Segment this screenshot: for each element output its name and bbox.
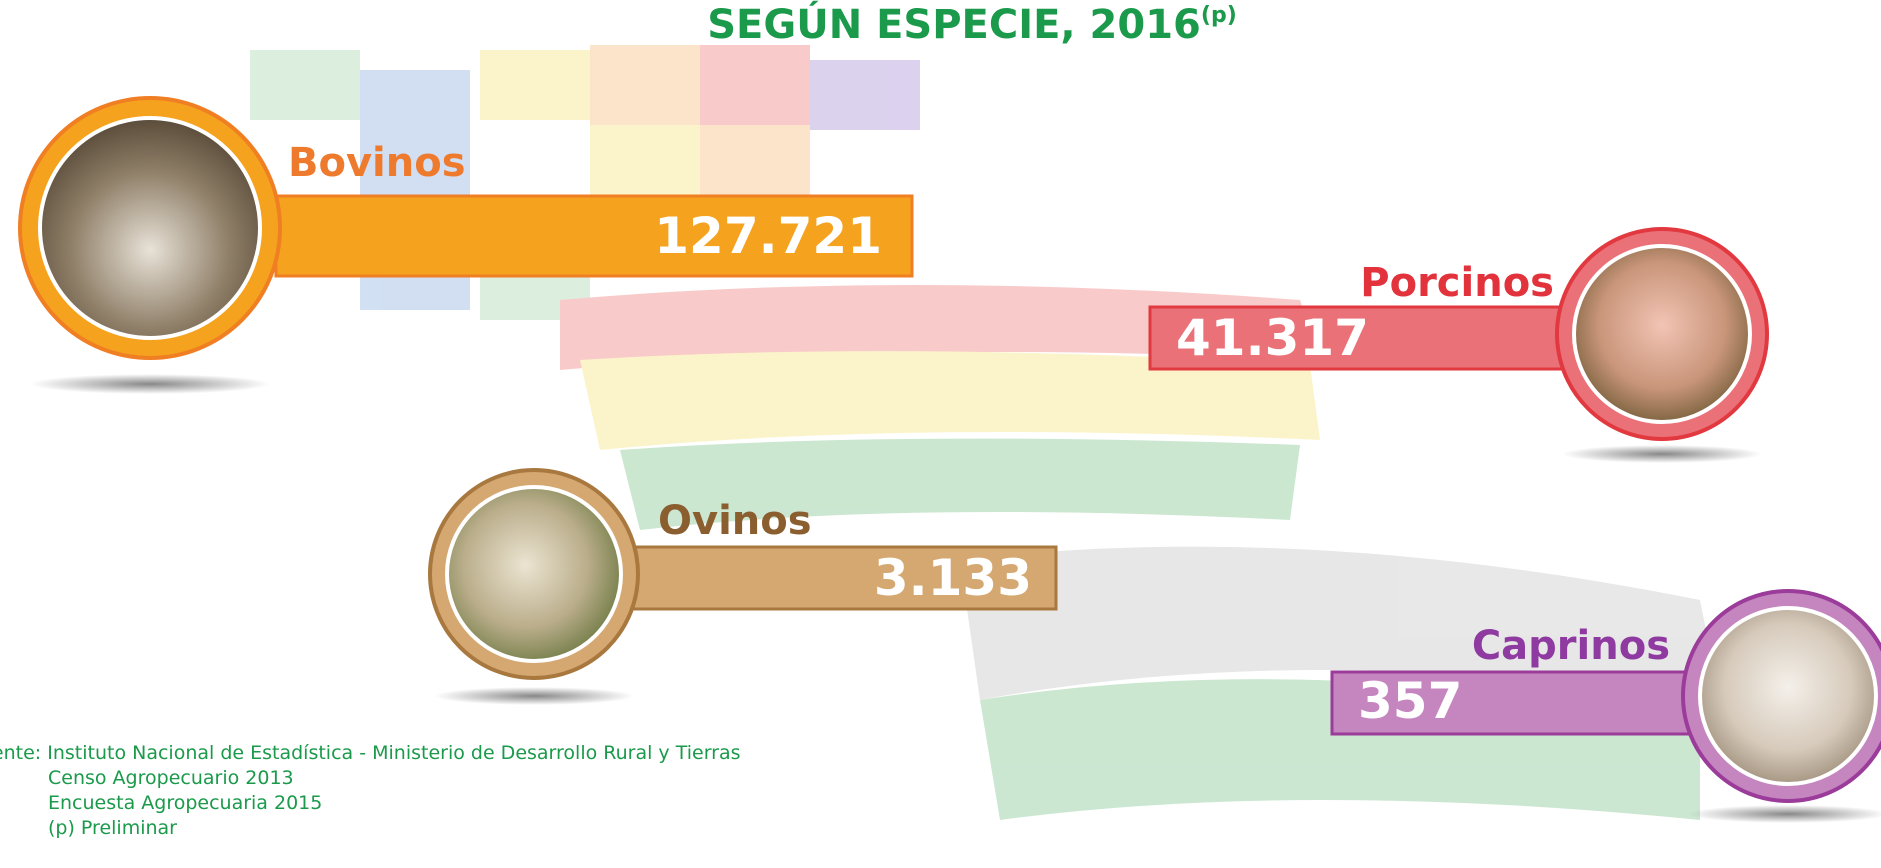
photo <box>445 485 623 663</box>
item-label: Ovinos <box>658 498 812 544</box>
item-label: Porcinos <box>1360 260 1554 306</box>
item-value: 41.317 <box>1176 309 1369 367</box>
item-bovinos: Bovinos 127.721 <box>18 96 914 394</box>
bar <box>622 545 1058 611</box>
photo <box>1572 244 1752 424</box>
item-porcinos: Porcinos 41.317 <box>1148 227 1769 463</box>
item-value: 357 <box>1358 672 1462 730</box>
shadow <box>1562 445 1762 463</box>
source-line: Encuesta Agropecuaria 2015 <box>48 792 322 814</box>
title: SEGÚN ESPECIE, 2016(p) <box>707 0 1237 48</box>
source-line: Fuente: Instituto Nacional de Estadístic… <box>0 742 741 764</box>
shadow <box>1688 805 1881 823</box>
shadow <box>30 374 270 394</box>
source-line: Censo Agropecuario 2013 <box>48 767 294 789</box>
source-line: (p) Preliminar <box>48 817 177 839</box>
bar <box>1148 305 1592 371</box>
item-value: 127.721 <box>654 207 882 265</box>
item-label: Caprinos <box>1472 623 1670 669</box>
photo <box>1698 606 1878 786</box>
bar <box>1330 670 1714 736</box>
title-note: (p) <box>1201 3 1237 28</box>
item-value: 3.133 <box>874 549 1032 607</box>
background-decoration <box>250 45 1720 820</box>
item-label: Bovinos <box>288 140 466 186</box>
bar <box>274 194 914 278</box>
item-ovinos: Ovinos 3.133 <box>428 468 1058 705</box>
photo <box>38 116 262 340</box>
shadow <box>434 687 634 705</box>
item-caprinos: Caprinos 357 <box>1330 589 1881 823</box>
title-text: SEGÚN ESPECIE, 2016 <box>707 0 1201 48</box>
